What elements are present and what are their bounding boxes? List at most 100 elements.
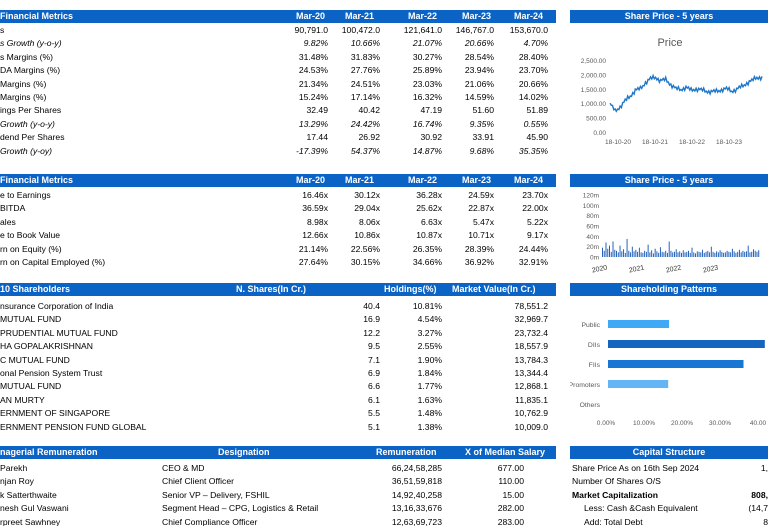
remuneration-header: nagerial Remuneration Designation Remune…	[0, 446, 556, 459]
ratio-value: 22.87x	[468, 203, 494, 214]
column-header: Mar-21	[345, 175, 375, 185]
metric-label: dend Per Shares	[0, 132, 65, 143]
capital-structure-value: (14,7	[748, 503, 768, 514]
volume-bar	[745, 251, 747, 257]
ratio-value: 5.47x	[472, 216, 494, 227]
volume-bar	[747, 245, 749, 257]
ratio-value: 21.14%	[298, 243, 328, 254]
column-header: Mar-24	[514, 175, 544, 185]
metric-value: 14.87%	[412, 145, 442, 156]
ratio-value: 22.00x	[522, 203, 548, 214]
volume-bar	[730, 252, 732, 257]
shareholder-holdings: 1.48%	[417, 408, 442, 419]
volume-bar	[742, 250, 744, 257]
metric-value: 14.59%	[464, 92, 494, 102]
table-row: ERNMENT PENSION FUND GLOBAL 5.1 1.38% 10,00…	[0, 421, 556, 434]
share-price-header: Share Price - 5 years	[570, 10, 768, 23]
financial-ratios-header: Financial Metrics Mar-20 Mar-21 Mar-22 M…	[0, 174, 556, 187]
table-row: Less: Cash &Cash Equivalent (14,7	[570, 502, 768, 515]
metric-value: 27.76%	[350, 65, 380, 76]
metric-value: 146,767.0	[455, 25, 494, 35]
metric-value: 28.40%	[518, 51, 548, 62]
executive-name: njan Roy	[0, 476, 34, 487]
capital-structure-header: Capital Structure	[570, 446, 768, 459]
financial-ratios-table: Financial Metrics Mar-20 Mar-21 Mar-22 M…	[0, 174, 556, 274]
metric-value: 121,641.0	[403, 25, 442, 35]
ratio-value: 22.56%	[350, 243, 380, 254]
table-row: nsurance Corporation of India 40.4 10.81% 7…	[0, 300, 556, 313]
metric-value: 16.32%	[412, 92, 442, 102]
shareholder-holdings: 1.38%	[417, 421, 442, 432]
ratio-value: 10.87x	[416, 230, 442, 241]
financial-metrics-table: Financial Metrics Mar-20 Mar-21 Mar-22 M…	[0, 10, 556, 160]
volume-panel: Share Price - 5 years 0m 20m 40m 60m 80m 100m…	[570, 174, 768, 275]
x-tick-label: 2020	[591, 264, 608, 274]
volume-bar	[726, 250, 728, 257]
volume-bar	[712, 251, 714, 257]
x-tick-label: 20.00%	[671, 420, 693, 427]
capital-structure-value: 1,	[760, 463, 768, 473]
shareholder-shares: 6.9	[368, 368, 380, 378]
volume-bar	[624, 252, 626, 257]
executive-median-multiple: 15.00	[502, 489, 524, 500]
volume-bar	[630, 252, 632, 257]
shareholder-value: 12,868.1	[514, 381, 548, 392]
volume-bar	[737, 251, 739, 257]
metric-value: 31.48%	[298, 51, 328, 62]
ratio-label: ales	[0, 216, 16, 227]
table-row: ales 8.98x 8.06x 6.63x 5.47x 5.22x	[0, 216, 556, 229]
x-tick-label: 0.00%	[597, 420, 616, 427]
x-tick-label: 18-10-23	[716, 139, 742, 146]
volume-bar	[631, 246, 633, 257]
metric-value: 16.74%	[412, 118, 442, 129]
shareholders-header: 10 Shareholders N. Shares(In Cr.) Holdin…	[0, 283, 556, 296]
share-price-panel: Share Price - 5 years Price 0.00 500.00 1,0…	[570, 10, 768, 160]
pattern-bar	[608, 380, 669, 388]
volume-bar	[642, 252, 644, 257]
metric-value: 14.02%	[518, 92, 548, 102]
shareholding-patterns-panel: Shareholding Patterns Public DIIs FIIs Prom…	[570, 283, 768, 435]
x-tick-label: 2023	[702, 264, 719, 274]
executive-name: nesh Gul Vaswani	[0, 503, 69, 514]
column-header: Remuneration	[376, 447, 437, 457]
volume-bar	[628, 250, 630, 257]
shareholding-patterns-chart: Public DIIs FIIs Promoters Others 0.00% 10.00%…	[570, 320, 767, 427]
volume-bar	[637, 251, 639, 257]
x-tick-label: 18-10-22	[679, 139, 705, 146]
volume-bar	[681, 252, 682, 257]
volume-bar	[733, 251, 735, 257]
table-row: rn on Equity (%) 21.14% 22.56% 26.35% 28.39%…	[0, 243, 556, 256]
shareholder-shares: 12.2	[363, 327, 380, 338]
metric-label: s	[0, 25, 5, 35]
volume-bar	[656, 251, 658, 257]
shareholder-value: 78,551.2	[514, 301, 548, 311]
metric-value: 47.19	[420, 105, 442, 116]
shareholder-value: 23,732.4	[514, 327, 548, 338]
y-tick-label: 0.00	[593, 130, 606, 137]
x-tick-label: 30.00%	[709, 420, 731, 427]
shareholder-name: AN MURTY	[0, 394, 45, 405]
remuneration-table: nagerial Remuneration Designation Remune…	[0, 446, 556, 526]
ratio-label: BITDA	[0, 203, 26, 214]
volume-bar	[614, 249, 616, 257]
table-row: Number Of Shares O/S	[570, 475, 768, 488]
column-header: Market Value(In Cr.)	[452, 284, 536, 294]
x-tick-label: 40.00	[750, 420, 767, 427]
volume-bar	[626, 238, 628, 257]
capital-structure-label: Share Price As on 16th Sep 2024	[572, 463, 700, 473]
table-row: PRUDENTIAL MUTUAL FUND 12.2 3.27% 23,732.4	[0, 327, 556, 340]
category-label: DIIs	[588, 342, 601, 349]
executive-median-multiple: 282.00	[497, 503, 524, 514]
shareholder-value: 10,762.9	[514, 408, 548, 419]
y-tick-label: 60m	[586, 224, 599, 231]
executive-designation: CEO & MD	[162, 463, 205, 473]
volume-bar	[686, 251, 688, 257]
table-row: s 90,791.0 100,472.0 121,641.0 146,767.0 153,…	[0, 24, 556, 37]
volume-bar	[602, 247, 603, 257]
metric-value: 26.92	[358, 132, 380, 143]
volume-bar	[654, 248, 656, 257]
table-row: rn on Capital Employed (%) 27.64% 30.15% 34…	[0, 256, 556, 269]
column-header: Holdings(%)	[384, 284, 437, 294]
metric-label: DA Margins (%)	[0, 65, 61, 76]
shareholder-name: MUTUAL FUND	[0, 314, 62, 325]
